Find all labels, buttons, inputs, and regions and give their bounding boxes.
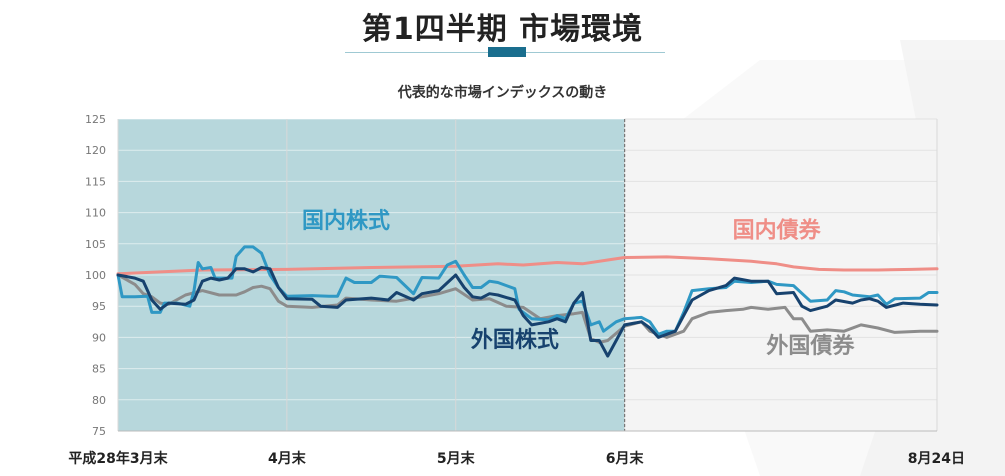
y-tick-label: 105 xyxy=(85,238,106,251)
page-title: 第1四半期 市場環境 xyxy=(361,12,644,47)
y-tick-label: 110 xyxy=(85,207,106,220)
y-tick-label: 75 xyxy=(92,425,106,438)
series-label: 外国株式 xyxy=(471,327,559,353)
y-tick-label: 100 xyxy=(85,269,106,282)
y-tick-label: 120 xyxy=(85,144,106,157)
y-tick-label: 85 xyxy=(92,363,106,376)
series-label: 国内株式 xyxy=(302,209,390,234)
y-tick-label: 95 xyxy=(92,300,106,313)
series-label: 国内債券 xyxy=(733,218,822,244)
series-line xyxy=(116,266,939,358)
y-tick-label: 125 xyxy=(85,113,106,126)
title-accent-bar xyxy=(488,47,526,57)
x-tick-label: 5月末 xyxy=(437,450,476,467)
x-tick-label: 6月末 xyxy=(606,450,645,467)
series-line xyxy=(116,255,939,276)
series-label: 外国債券 xyxy=(766,333,855,359)
x-tick-label: 平成28年3月末 xyxy=(68,450,168,467)
y-tick-label: 80 xyxy=(92,394,106,407)
y-tick-label: 90 xyxy=(92,331,106,344)
chart-subtitle: 代表的な市場インデックスの動き xyxy=(397,85,608,101)
x-tick-label: 8月24日 xyxy=(908,451,965,467)
y-tick-label: 115 xyxy=(85,175,106,188)
x-tick-label: 4月末 xyxy=(268,450,307,467)
